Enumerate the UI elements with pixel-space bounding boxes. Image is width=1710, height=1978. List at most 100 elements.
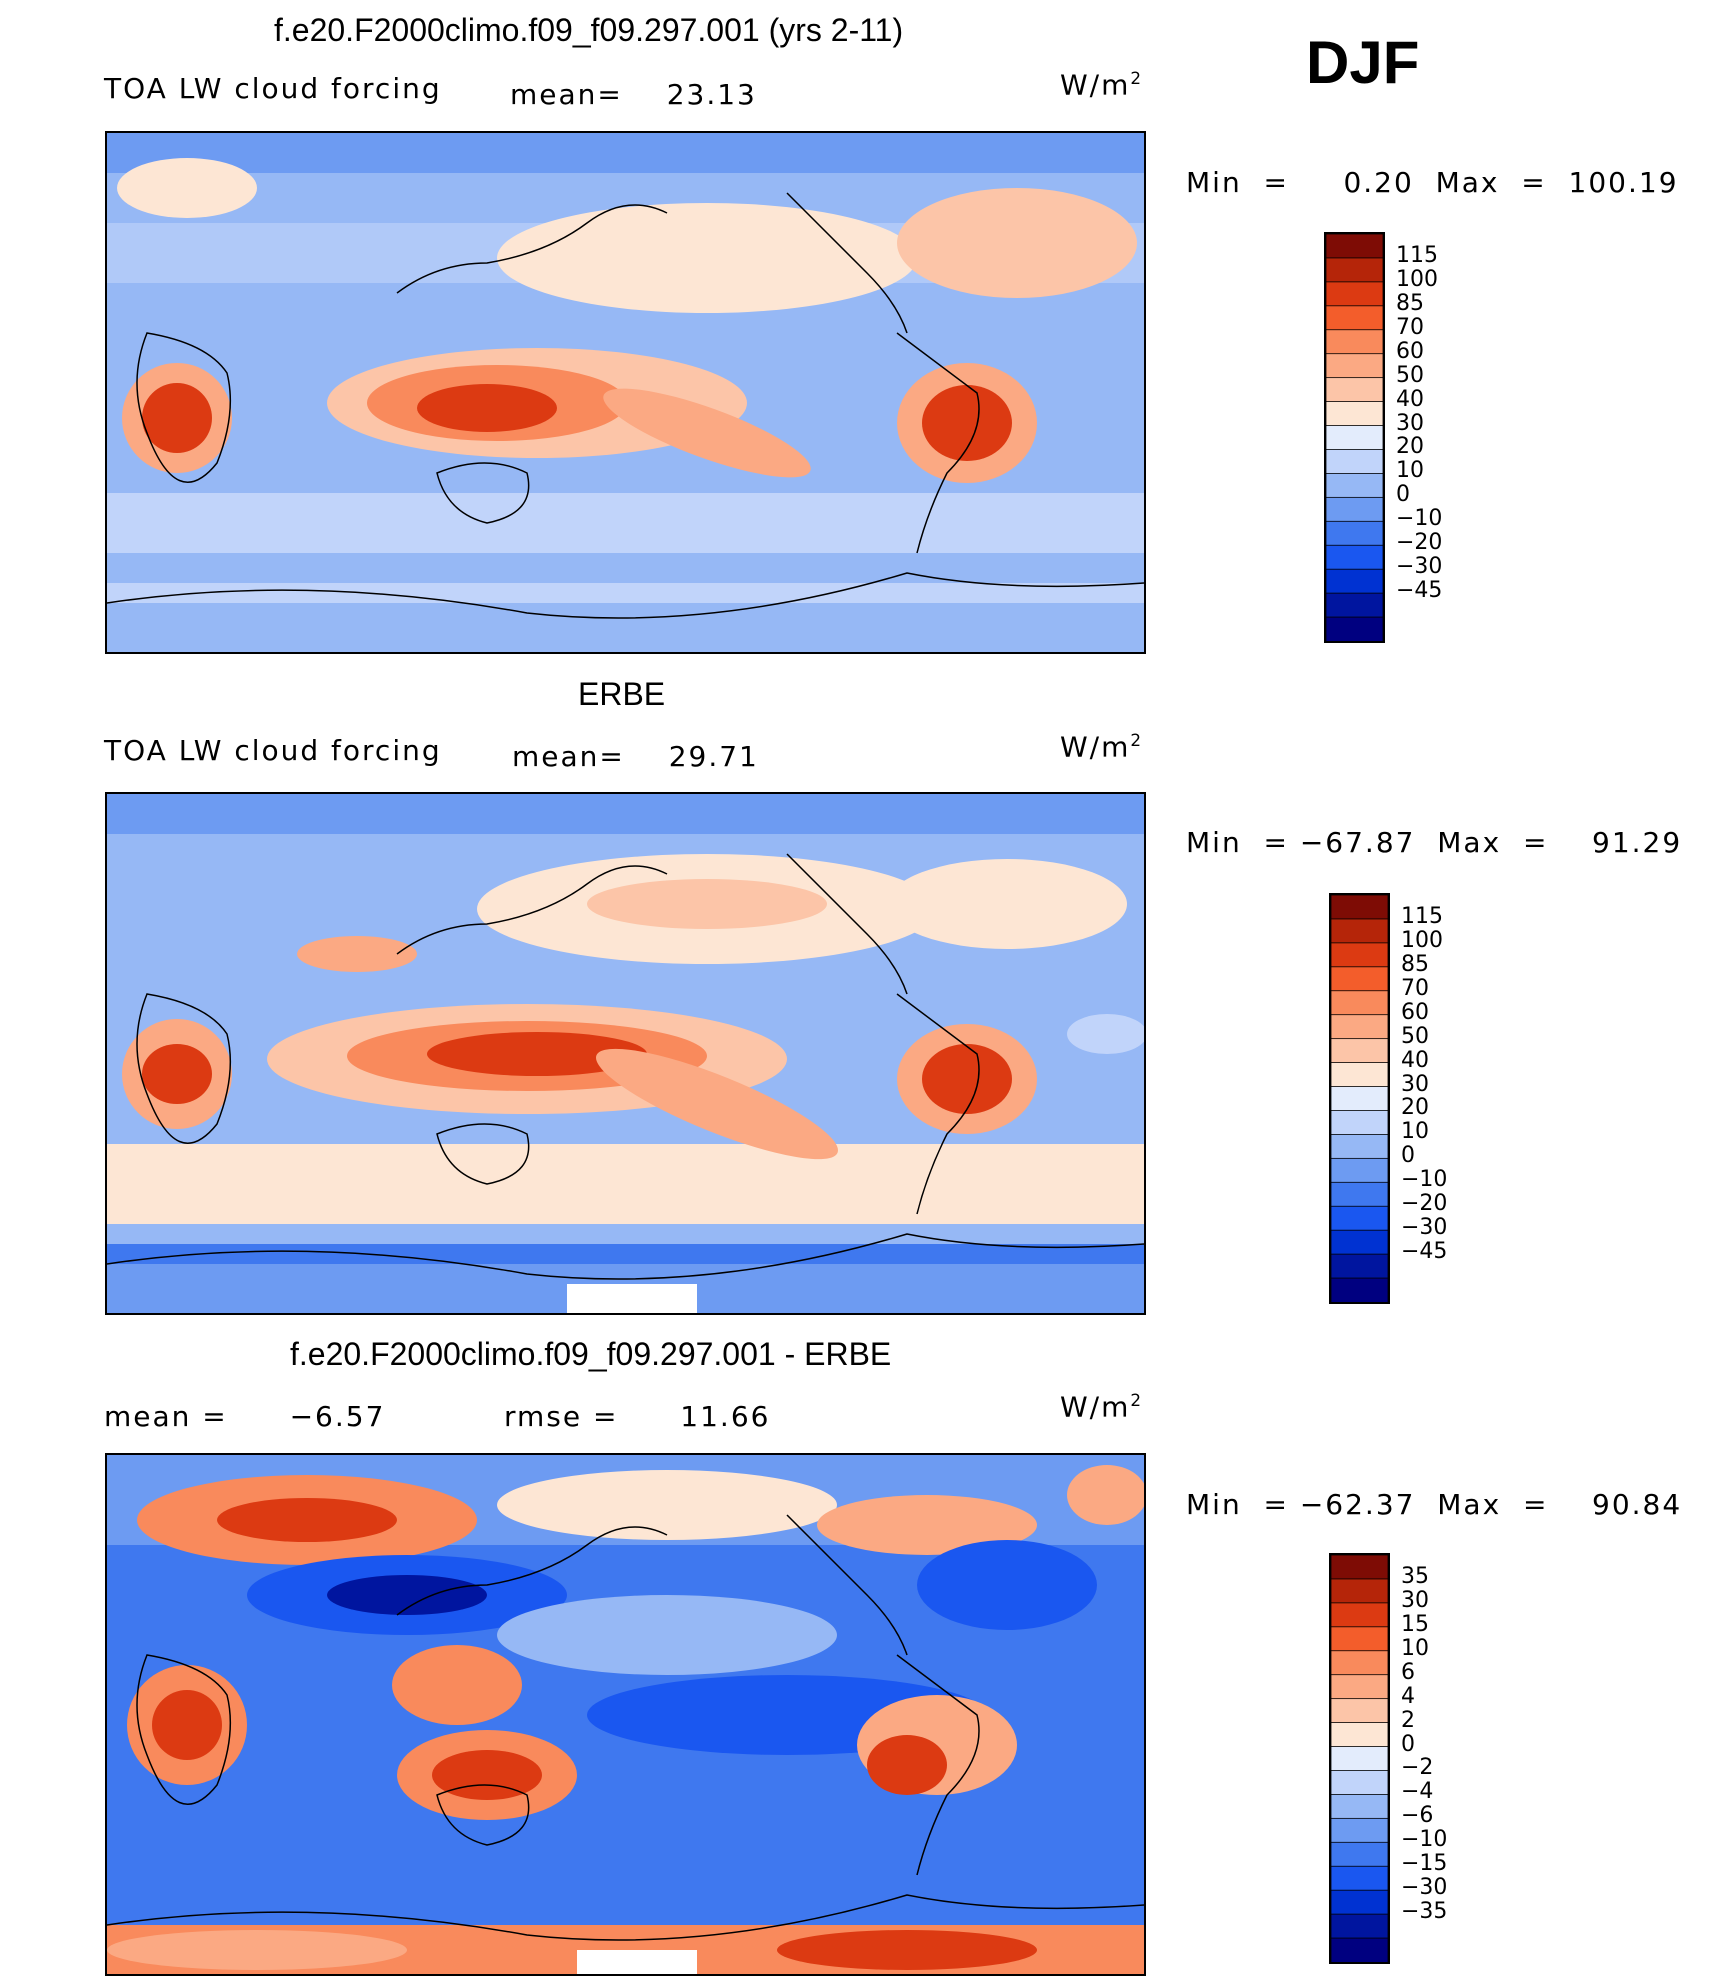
panel1-map-svg — [107, 133, 1144, 652]
panel3-colorbar-swatch — [1330, 1650, 1389, 1676]
panel3-colorbar-swatch — [1330, 1578, 1389, 1604]
panel1-colorbar-tick-label: −45 — [1396, 578, 1443, 604]
panel2-colorbar-tick-label: −30 — [1401, 1215, 1448, 1241]
panel3-rmse-label: rmse = — [504, 1400, 619, 1433]
panel2-colorbar-tick-label: 85 — [1401, 951, 1429, 977]
panel3-map — [105, 1453, 1146, 1976]
panel2-colorbar-swatch — [1330, 990, 1389, 1016]
panel2-colorbar-tick-label: −45 — [1401, 1239, 1448, 1265]
panel1-colorbar-tick-label: 85 — [1396, 290, 1424, 316]
panel1-colorbar-tick-label: 0 — [1396, 482, 1410, 508]
season-label: DJF — [1306, 29, 1420, 96]
panel3-colorbar-swatch — [1330, 1865, 1389, 1892]
panel2-map — [105, 792, 1146, 1315]
panel2-minmax: Min = −67.87 Max = 91.29 — [1186, 826, 1683, 859]
panel3-colorbar-swatch — [1330, 1937, 1389, 1963]
panel1-colorbar-swatch — [1325, 616, 1384, 642]
panel1-colorbar-tick-label: 10 — [1396, 458, 1424, 484]
panel3-mean: mean = −6.57 — [104, 1400, 385, 1433]
panel1-colorbar-tick-label: 20 — [1396, 434, 1424, 460]
panel3-map-svg — [107, 1455, 1144, 1974]
panel1-colorbar-tick-label: 30 — [1396, 410, 1424, 436]
panel2-map-svg — [107, 794, 1144, 1313]
panel2-colorbar-swatch — [1330, 1181, 1389, 1208]
panel1-colorbar-tick-label: 100 — [1396, 266, 1438, 292]
panel2-colorbar-swatch — [1330, 1253, 1389, 1279]
panel3-rmse-value: 11.66 — [680, 1400, 771, 1433]
panel1-title: f.e20.F2000climo.f09_f09.297.001 (yrs 2-… — [274, 12, 904, 48]
panel2-colorbar-swatch — [1330, 966, 1389, 992]
panel2-colorbar-tick-label: 10 — [1401, 1119, 1429, 1145]
panel2-colorbar-swatch — [1330, 1205, 1389, 1232]
panel1-colorbar-tick-label: 115 — [1396, 242, 1438, 268]
panel2-colorbar-tick-label: 30 — [1401, 1071, 1429, 1097]
panel3-colorbar-swatch — [1330, 1841, 1389, 1868]
panel2-colorbar-tick-label: −10 — [1401, 1167, 1448, 1193]
panel2-colorbar-tick-label: 115 — [1401, 903, 1443, 929]
panel1-colorbar-swatch — [1325, 233, 1384, 259]
panel2-mean-value: 29.71 — [668, 740, 759, 773]
panel1-colorbar-swatch — [1325, 281, 1384, 307]
panel3-colorbar-swatch — [1330, 1817, 1389, 1844]
panel2-colorbar-tick-label: 70 — [1401, 975, 1429, 1001]
panel2-colorbar-swatch — [1330, 1014, 1389, 1040]
panel3-colorbar-tick-label: −4 — [1401, 1779, 1434, 1805]
panel1-mean-label: mean= — [510, 78, 623, 111]
panel3-colorbar-swatch — [1330, 1722, 1389, 1748]
panel1-colorbar-swatch — [1325, 329, 1384, 355]
panel2-colorbar-swatch — [1330, 942, 1389, 968]
panel3-colorbar-tick-label: −2 — [1401, 1755, 1434, 1781]
panel3-colorbar-tick-label: −35 — [1401, 1899, 1448, 1925]
panel1-colorbar-swatch — [1325, 473, 1384, 499]
panel1-colorbar-swatch — [1325, 449, 1384, 475]
panel2-colorbar-svg — [1330, 894, 1389, 1303]
panel2-colorbar-swatch — [1330, 1277, 1389, 1303]
panel3-colorbar-tick-label: −10 — [1401, 1827, 1448, 1853]
panel2-colorbar-swatch — [1330, 1134, 1389, 1160]
panel1-colorbar-swatch — [1325, 592, 1384, 618]
panel3-colorbar-tick-label: −15 — [1401, 1851, 1448, 1877]
panel2-colorbar-swatch — [1330, 1229, 1389, 1256]
panel3-colorbar-swatch — [1330, 1746, 1389, 1772]
panel2-colorbar — [1329, 893, 1390, 1304]
panel1-colorbar-swatch — [1325, 496, 1384, 523]
panel3-colorbar-swatch — [1330, 1602, 1389, 1628]
panel2-colorbar-swatch — [1330, 1038, 1389, 1064]
panel1-mean: mean= 23.13 — [510, 78, 757, 111]
panel1-colorbar-svg — [1325, 233, 1384, 642]
panel3-colorbar — [1329, 1553, 1390, 1964]
panel1-colorbar-swatch — [1325, 257, 1384, 283]
panel2-variable: TOA LW cloud forcing — [104, 734, 442, 767]
panel1-colorbar-swatch — [1325, 568, 1384, 595]
panel2-colorbar-swatch — [1330, 1062, 1389, 1088]
panel3-colorbar-swatch — [1330, 1913, 1389, 1939]
panel1-colorbar-tick-label: 60 — [1396, 338, 1424, 364]
panel2-colorbar-swatch — [1330, 1110, 1389, 1136]
panel2-mean-label: mean= — [512, 740, 625, 773]
panel2-colorbar-tick-label: 40 — [1401, 1047, 1429, 1073]
panel3-colorbar-tick-label: −6 — [1401, 1803, 1434, 1829]
panel3-colorbar-swatch — [1330, 1674, 1389, 1700]
panel3-rmse: rmse = 11.66 — [504, 1400, 770, 1433]
panel3-minmax: Min = −62.37 Max = 90.84 — [1186, 1488, 1683, 1521]
panel3-colorbar-tick-label: 4 — [1401, 1683, 1415, 1709]
panel1-colorbar-tick-label: −10 — [1396, 506, 1443, 532]
panel3-colorbar-svg — [1330, 1554, 1389, 1963]
panel1-map — [105, 131, 1146, 654]
panel3-colorbar-swatch — [1330, 1889, 1389, 1916]
panel2-colorbar-swatch — [1330, 1157, 1389, 1184]
panel1-colorbar-tick-label: 70 — [1396, 314, 1424, 340]
panel1-colorbar-tick-label: 40 — [1396, 386, 1424, 412]
panel3-colorbar-tick-label: 35 — [1401, 1563, 1429, 1589]
panel1-colorbar-swatch — [1325, 353, 1384, 379]
panel2-colorbar-swatch — [1330, 918, 1389, 944]
panel1-colorbar-swatch — [1325, 401, 1384, 427]
panel3-colorbar-tick-label: 6 — [1401, 1659, 1415, 1685]
panel1-colorbar-swatch — [1325, 377, 1384, 403]
panel3-colorbar-swatch — [1330, 1698, 1389, 1724]
panel2-title: ERBE — [578, 676, 666, 712]
panel3-colorbar-tick-label: 30 — [1401, 1587, 1429, 1613]
panel3-colorbar-tick-label: 15 — [1401, 1611, 1429, 1637]
panel1-mean-value: 23.13 — [666, 78, 757, 111]
panel1-colorbar-swatch — [1325, 544, 1384, 571]
